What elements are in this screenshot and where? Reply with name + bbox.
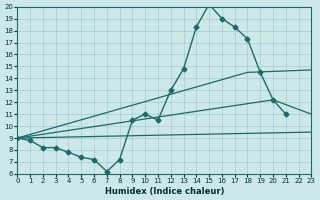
X-axis label: Humidex (Indice chaleur): Humidex (Indice chaleur) [105,187,224,196]
